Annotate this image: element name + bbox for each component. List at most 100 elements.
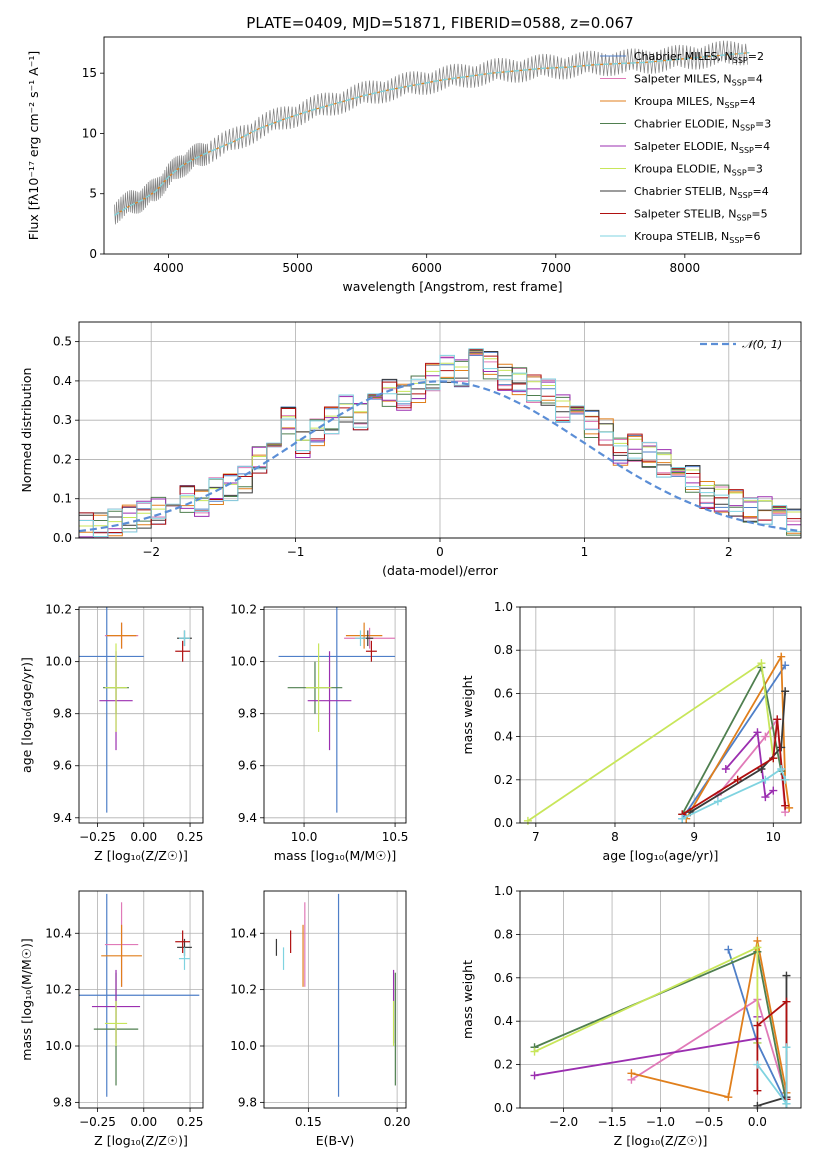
mass-weight-marker: [530, 1047, 539, 1056]
mass-weight-marker: [782, 997, 791, 1006]
x-tick-label: 4000: [153, 261, 184, 275]
y-tick-label: 15: [82, 66, 97, 80]
legend-nssp-value: 4: [762, 185, 769, 198]
x-tick-label: 0: [436, 545, 444, 559]
mass-weight-marker: [781, 801, 790, 810]
y-tick-label: 9.4: [53, 811, 72, 825]
panel-age-vs-Z: −0.25 0.00 0.25 9.4 9.6 9.8 10.0 10.2 Z [log₁₀(Z…: [19, 603, 204, 863]
y-tick-label: 9.8: [238, 1095, 257, 1109]
mass-weight-marker: [761, 775, 770, 784]
y-tick-label: 10.2: [45, 603, 72, 617]
legend-nssp-prefix: , N: [714, 230, 729, 243]
x-tick-label: −1.0: [646, 1115, 675, 1129]
legend-nssp-eq: =: [754, 140, 763, 153]
panel-mass-weight-vs-age: 7 8 9 10 0.0 0.2 0.4 0.6 0.8 1.0 age [log₁₀(age/yr…: [460, 600, 802, 863]
mass-weight-marker: [777, 743, 786, 752]
spectrum-data-line: [113, 40, 748, 225]
legend-label-normal: 𝒩(0, 1): [742, 338, 782, 351]
y-tick-label: 0.4: [53, 374, 72, 388]
mass-weight-line: [534, 1016, 759, 1077]
mass-weight-line: [689, 691, 787, 813]
legend-nssp-value: 5: [761, 208, 768, 221]
normal-curve: [79, 380, 801, 533]
mass-weight-marker: [761, 793, 770, 802]
y-tick-label: 0.1: [53, 492, 72, 506]
x-axis-label: wavelength [Angstrom, rest frame]: [342, 279, 562, 294]
y-tick-label: 9.8: [238, 707, 257, 721]
x-tick-label: 0.20: [384, 1115, 411, 1129]
mass-weight-line: [681, 664, 786, 820]
x-tick-label: 0.15: [295, 1115, 322, 1129]
mass-weight-marker: [773, 715, 782, 724]
panel-mass-weight-vs-Z: −2.0 −1.5 −1.0 −0.5 0.0 0.0 0.2 0.4 0.6 0.8 1.0 Z […: [460, 884, 802, 1148]
panel-mass-vs-EBV: 0.15 0.20 9.8 10.0 10.2 10.4 E(B-V): [230, 890, 411, 1148]
axes-frame: [78, 606, 204, 824]
y-tick-label: 1.0: [494, 884, 513, 898]
x-tick-label: −2.0: [549, 1115, 578, 1129]
axes-frame: [519, 890, 802, 1109]
mass-weight-marker: [781, 687, 790, 696]
y-tick-label: 0.3: [53, 413, 72, 427]
x-tick-label: 2: [725, 545, 733, 559]
y-tick-label: 10.0: [230, 655, 257, 669]
legend-nssp-eq: =: [747, 73, 756, 86]
y-axis-label: age [log₁₀(age/yr)]: [19, 657, 34, 773]
x-tick-label: 0.25: [177, 830, 204, 844]
legend-name: Salpeter STELIB: [634, 208, 721, 221]
legend-label: Kroupa ELODIE, NSSP=3: [634, 163, 763, 178]
y-tick-label: 0.0: [494, 1101, 513, 1115]
mass-weight-marker: [781, 661, 790, 670]
legend-nssp-value: 2: [757, 50, 764, 63]
axes-frame: [263, 890, 407, 1109]
mass-weight-marker: [724, 1093, 733, 1102]
x-axis-label: (data-model)/error: [382, 563, 499, 578]
y-tick-label: 0.6: [494, 971, 513, 985]
y-tick-label: 0.5: [53, 335, 72, 349]
x-tick-label: 1: [581, 545, 589, 559]
y-axis-label: mass [log₁₀(M/M☉)]: [19, 938, 34, 1060]
legend-label: Salpeter ELODIE, NSSP=4: [634, 140, 770, 155]
y-tick-label: 10.0: [45, 1039, 72, 1053]
legend-nssp-value: 4: [763, 140, 770, 153]
x-tick-label: 9: [690, 830, 698, 844]
legend-nssp-value: 6: [753, 230, 760, 243]
legend-label: Chabrier STELIB, NSSP=4: [634, 185, 769, 200]
y-tick-label: 1.0: [494, 600, 513, 614]
legend-nssp-eq: =: [753, 185, 762, 198]
histogram-step-series: [79, 348, 801, 538]
mass-weight-marker: [733, 775, 742, 784]
mass-weight-marker: [530, 1071, 539, 1080]
mass-weight-marker: [753, 1021, 762, 1030]
mass-weight-marker: [782, 1043, 791, 1052]
legend-nssp-eq: =: [748, 50, 757, 63]
mass-weight-line: [534, 946, 759, 1053]
y-tick-label: 10.4: [45, 926, 72, 940]
x-tick-label: 5000: [282, 261, 313, 275]
legend-nssp-value: 4: [756, 73, 763, 86]
legend-nssp-sub: SSP: [729, 236, 744, 245]
legend-label: Kroupa MILES, NSSP=4: [634, 95, 756, 110]
legend-nssp-prefix: , N: [718, 50, 733, 63]
axes-frame: [263, 606, 407, 824]
mass-weight-line: [631, 940, 788, 1099]
legend-name: Salpeter ELODIE: [634, 140, 724, 153]
mass-weight-marker: [523, 816, 532, 825]
x-tick-label: −1.5: [597, 1115, 626, 1129]
legend-name: Chabrier STELIB: [634, 185, 722, 198]
mass-weight-marker: [777, 652, 786, 661]
mass-weight-marker: [678, 814, 687, 823]
legend-nssp-prefix: , N: [722, 185, 737, 198]
x-tick-label: 7: [532, 830, 540, 844]
legend-label: Chabrier MILES, NSSP=2: [634, 50, 764, 65]
y-axis-label: Flux [fλ10⁻¹⁷ erg cm⁻² s⁻¹ A⁻¹]: [26, 51, 41, 240]
legend-label: Salpeter MILES, NSSP=4: [634, 73, 763, 88]
y-tick-label: 0.4: [494, 1014, 513, 1028]
y-tick-label: 0.8: [494, 927, 513, 941]
legend-nssp-sub: SSP: [736, 214, 751, 223]
legend-label: Kroupa STELIB, NSSP=6: [634, 230, 760, 245]
panel-mass-vs-Z: −0.25 0.00 0.25 9.8 10.0 10.2 10.4 Z [log₁₀(Z/Z…: [19, 890, 204, 1148]
legend-nssp-sub: SSP: [724, 101, 739, 110]
x-axis-label: age [log₁₀(age/yr)]: [603, 848, 719, 863]
